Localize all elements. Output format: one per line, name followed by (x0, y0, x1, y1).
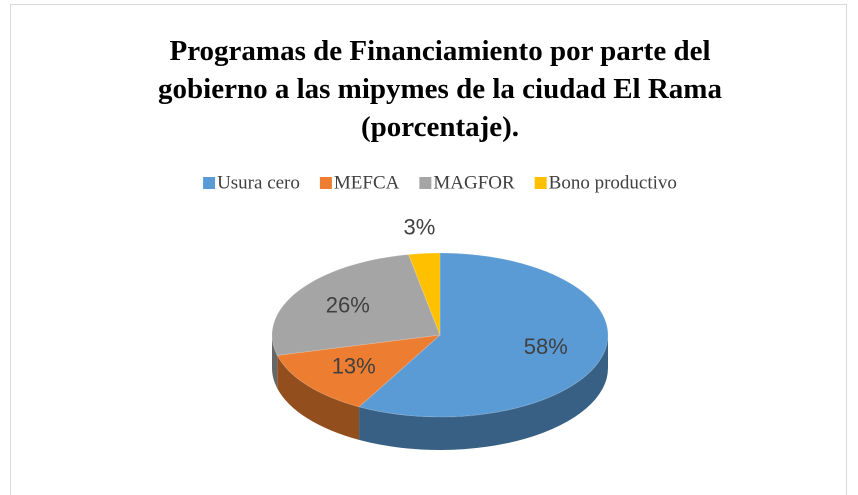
chart-title: (porcentaje). (361, 111, 519, 143)
chart-title: Programas de Financiamiento por parte de… (169, 35, 710, 67)
legend-label: Usura cero (217, 172, 300, 193)
data-label: 58% (524, 334, 568, 359)
data-label: 26% (326, 292, 370, 317)
chart-title: gobierno a las mipymes de la ciudad El R… (158, 73, 722, 105)
legend-label: MEFCA (334, 172, 400, 193)
legend-swatch (203, 177, 216, 189)
legend-swatch (534, 177, 547, 189)
slice-side (272, 335, 278, 389)
slice (276, 334, 442, 408)
legend-swatch (319, 177, 332, 189)
slice (271, 253, 441, 356)
data-label: 13% (332, 353, 376, 378)
slice (407, 252, 441, 336)
legend-swatch (419, 177, 432, 189)
legend: Usura cero MEFCA MAGFOR Bono productivo (203, 172, 677, 193)
data-label: 3% (404, 215, 436, 240)
slice-side (359, 335, 608, 450)
legend-label: MAGFOR (433, 172, 515, 193)
slice (358, 252, 609, 418)
pie: 58% 13% 26% 3% (271, 215, 609, 450)
legend-label: Bono productivo (549, 172, 677, 193)
slice-side (277, 355, 360, 440)
